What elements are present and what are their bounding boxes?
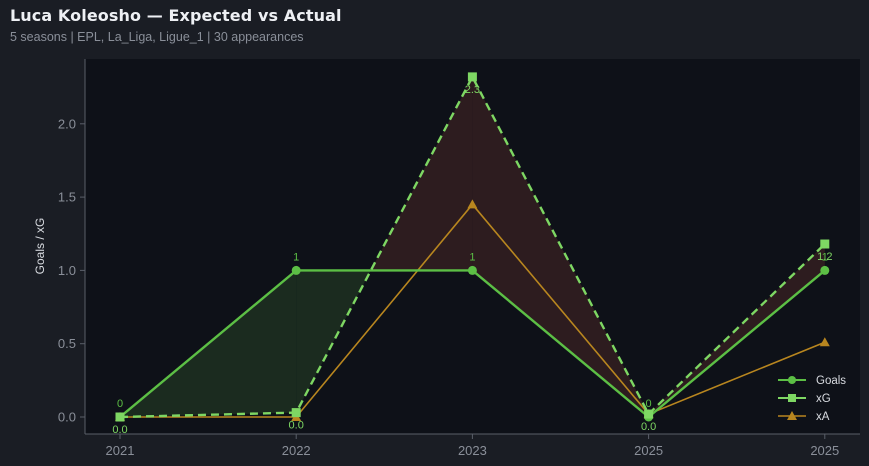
circle-marker-icon [467,265,477,275]
xg-value-label: 0.0 [112,424,127,436]
x-tick-label: 2022 [282,443,311,458]
square-marker-icon [820,239,830,249]
xg-value-label: 0.0 [641,421,656,433]
series-lines [115,72,830,422]
legend-label: xG [816,393,831,405]
chart-title: Luca Koleosho — Expected vs Actual [10,6,342,25]
square-marker-icon [291,408,301,418]
triangle-marker-icon [467,199,478,209]
legend-label: xA [816,411,830,423]
data-labels: 0 1 1 0 1 0.0 0.0 2.3 0.0 1.2 [112,84,832,436]
circle-marker-icon [788,376,796,384]
goals-value-label: 1 [469,251,475,263]
square-marker-icon [467,72,477,82]
xg-line [119,74,826,419]
y-tick-label: 1.0 [58,263,76,278]
circle-marker-icon [291,265,301,275]
xg-value-label: 2.3 [465,84,480,96]
overperformance-fill [296,270,371,413]
legend: Goals xG xA [778,375,846,423]
x-tick-label: 2025 [810,443,839,458]
chart-subtitle: 5 seasons | EPL, La_Liga, Ligue_1 | 30 a… [10,30,304,44]
y-tick-label: 1.5 [58,190,76,205]
goals-value-label: 1 [293,251,299,263]
goals-value-label: 0 [646,398,652,410]
triangle-marker-icon [819,337,830,347]
square-marker-icon [788,394,796,402]
xg-value-label: 0.0 [289,420,304,432]
x-tick-label: 2023 [458,443,487,458]
triangle-marker-icon [787,411,797,420]
circle-marker-icon [820,265,830,275]
legend-label: Goals [816,375,846,387]
legend-item-goals[interactable]: Goals [778,375,846,387]
legend-item-xg[interactable]: xG [778,393,831,405]
goals-value-label: 0 [117,398,123,410]
y-tick-label: 2.0 [58,116,76,131]
square-marker-icon [115,412,125,422]
xg-value-label: 1.2 [817,251,832,263]
y-tick-label: 0.0 [58,410,76,425]
x-tick-label: 2025 [634,443,663,458]
y-tick-label: 0.5 [58,336,76,351]
y-axis-label: Goals / xG [33,218,47,275]
goals-value-label: 1 [822,251,828,263]
legend-item-xa[interactable]: xA [778,411,830,423]
x-tick-label: 2021 [106,443,135,458]
axes: 0.0 0.5 1.0 1.5 2.0 2021 2022 2023 2025 2025 [58,59,860,458]
square-marker-icon [644,409,654,419]
